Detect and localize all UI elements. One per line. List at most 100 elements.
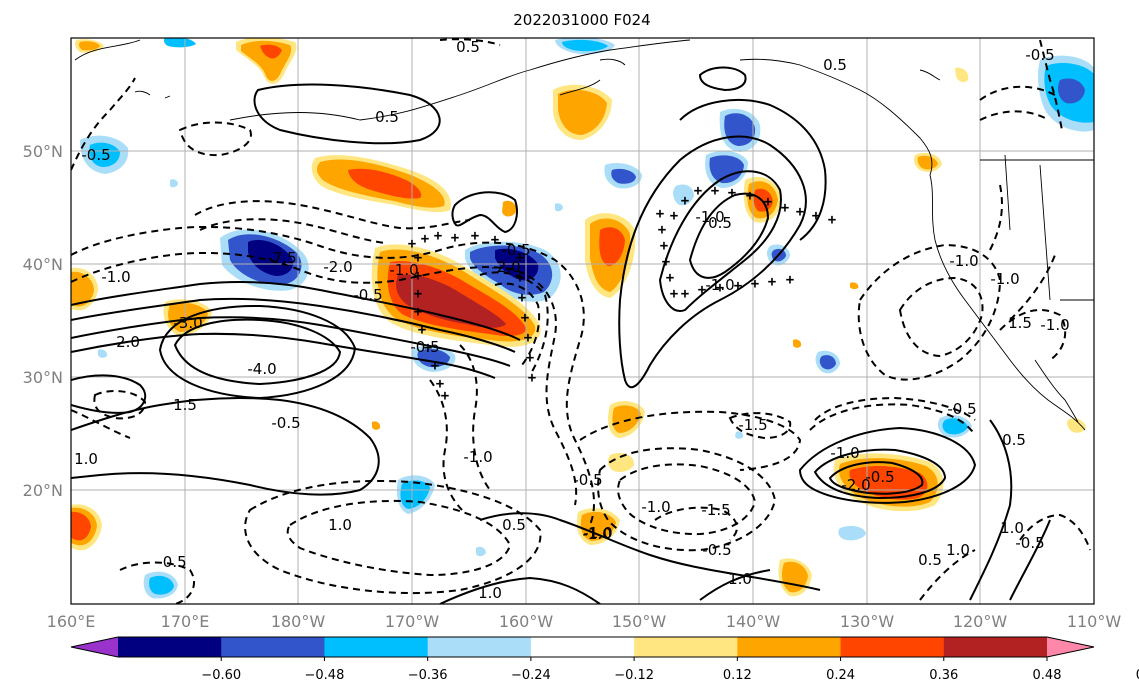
north-america-coast: [929, 154, 1094, 431]
contour-label: 0.5: [456, 38, 480, 56]
contour-line: [439, 38, 501, 46]
contour-labels: 0.5 0.5 0.5 -0.5 -7.5 -2.0 -0.5 -1.0 -0.…: [74, 38, 1070, 602]
contour-label: 1.0: [946, 541, 970, 559]
contour-line: [798, 426, 977, 504]
contour-line: [71, 281, 521, 341]
contour-label: -0.5: [353, 286, 382, 304]
colorbar-segment: [221, 637, 325, 657]
contour-label: 1.0: [478, 584, 502, 602]
svg-text:+: +: [516, 250, 524, 266]
contour-label: -1.0: [641, 498, 670, 516]
coastlines: [74, 39, 1094, 431]
svg-text:+: +: [764, 194, 772, 210]
contour-line: [479, 271, 549, 376]
contour-line: [71, 409, 131, 439]
colorbar-tick-label: −0.24: [511, 668, 551, 683]
contour-line: [244, 479, 542, 595]
contour-line: [71, 332, 496, 379]
contour-label: 1.0: [328, 516, 352, 534]
shade-negative: [562, 39, 608, 52]
svg-text:+: +: [424, 340, 432, 356]
contour-label: 2.0: [116, 333, 140, 351]
contour-line: [617, 463, 757, 536]
contour-line: [199, 218, 386, 244]
shade-negative: [673, 184, 694, 206]
shade-negative: [495, 248, 539, 281]
lon-tick-label: 150°W: [612, 612, 667, 631]
colorbar-tick-label: 0.60: [1136, 668, 1139, 683]
svg-text:+: +: [828, 212, 836, 228]
contour-line: [699, 569, 771, 601]
shade-negative: [735, 431, 744, 439]
lon-tick-label: 140°W: [726, 612, 781, 631]
contour-label: -1.0: [1040, 316, 1069, 334]
plot-frame: [70, 37, 1095, 605]
shade-positive: [260, 44, 282, 59]
contour-line: [71, 374, 147, 414]
svg-text:+: +: [516, 270, 524, 286]
colorbar-extend-high: [1047, 637, 1094, 657]
contour-line: [1019, 513, 1091, 551]
contour-line: [93, 389, 147, 420]
shade-positive: [607, 453, 635, 473]
contour-line: [698, 66, 747, 92]
contour-label: -1.0: [389, 261, 418, 279]
contour-line: [494, 282, 541, 366]
plus-markers: + + + + + + + + + + + + + + + + + + + + …: [408, 183, 836, 404]
lat-tick-label: 40°N: [23, 255, 63, 274]
svg-text:+: +: [414, 304, 422, 320]
contours-negative: [71, 38, 1091, 604]
svg-text:+: +: [670, 286, 678, 302]
shade-negative: [1058, 78, 1085, 104]
contour-line: [71, 316, 511, 367]
contour-label: 0.5: [823, 56, 847, 74]
shade-positive: [396, 274, 506, 328]
svg-text:+: +: [768, 274, 776, 290]
svg-text:+: +: [660, 238, 668, 254]
shade-positive: [502, 200, 517, 217]
shade-positive: [753, 188, 773, 212]
shade-positive: [71, 511, 91, 541]
svg-text:+: +: [716, 280, 724, 296]
svg-text:+: +: [436, 376, 444, 392]
svg-text:+: +: [796, 204, 804, 220]
contour-label: -1.0: [582, 525, 611, 543]
lon-tick-label: 160°E: [47, 612, 96, 631]
shade-positive: [917, 155, 938, 170]
contour-label: 1.0: [728, 570, 752, 588]
contour-label: -0.5: [410, 338, 439, 356]
contour-line: [857, 243, 1002, 381]
contour-line: [828, 461, 924, 495]
contour-label: -0.5: [1015, 534, 1044, 552]
svg-text:+: +: [666, 270, 674, 286]
contour-label: -1.0: [949, 252, 978, 270]
contour-label: -0.5: [157, 553, 186, 571]
lon-tick-label: 170°W: [385, 612, 440, 631]
contour-line: [814, 396, 976, 421]
contour-label: -0.5: [501, 241, 530, 259]
contours-positive: [71, 66, 1051, 604]
svg-text:+: +: [528, 370, 536, 386]
colorbar-ticks: −0.60 −0.48 −0.36 −0.24 −0.12 0.12 0.24 0.36 0.4…: [201, 657, 1139, 683]
shade-positive: [599, 227, 625, 266]
contour-label: 0.5: [1002, 431, 1026, 449]
contour-label: -1.0: [830, 444, 859, 462]
contour-label: 0.5: [375, 108, 399, 126]
contour-label: -0.5: [81, 146, 110, 164]
contour-label: -0.5: [573, 471, 602, 489]
contour-line: [898, 276, 984, 358]
shade-positive: [612, 405, 641, 433]
colorbar-segment: [943, 637, 1048, 657]
shade-negative: [98, 349, 108, 358]
svg-text:+: +: [434, 228, 442, 244]
lon-tick-label: 160°W: [499, 612, 554, 631]
svg-text:+: +: [414, 268, 422, 284]
contour-line: [979, 85, 1056, 121]
svg-text:+: +: [681, 286, 689, 302]
svg-text:+: +: [662, 254, 670, 270]
colorbar-segments: [70, 636, 1095, 658]
shade-negative: [248, 239, 294, 276]
lat-tick-label: 30°N: [23, 368, 63, 387]
contour-line: [429, 379, 463, 511]
